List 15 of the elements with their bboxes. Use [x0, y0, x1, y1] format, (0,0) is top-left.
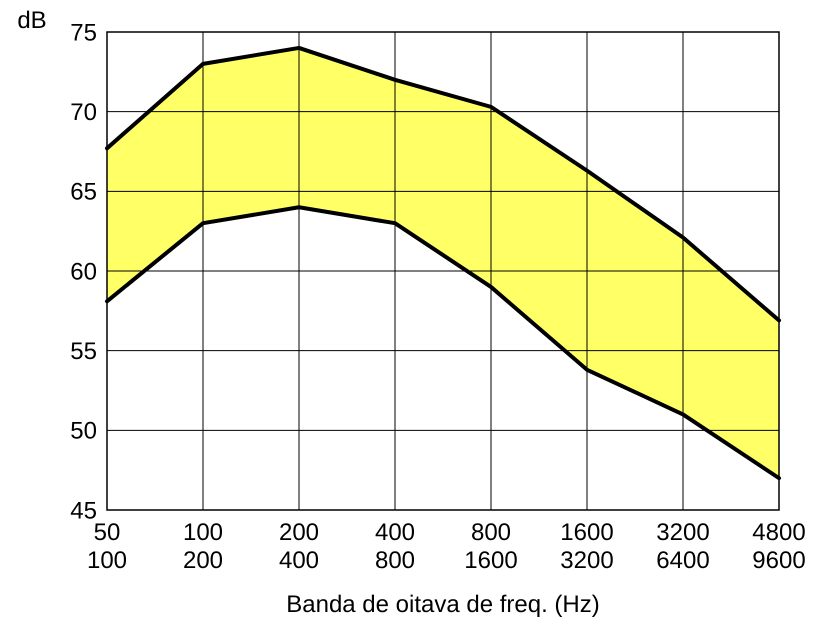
y-tick-label: 70 — [70, 99, 97, 126]
x-tick-label: 200 400 — [278, 519, 320, 574]
x-axis-title: Banda de oitava de freq. (Hz) — [286, 591, 600, 618]
y-tick-label: 65 — [70, 178, 97, 206]
x-tick-label: 4800 9600 — [752, 519, 806, 574]
y-tick-label: 60 — [70, 258, 97, 286]
x-tick-label: 100 200 — [182, 519, 224, 574]
x-tick-label: 800 1600 — [464, 519, 518, 574]
x-tick-label: 1600 3200 — [560, 519, 614, 574]
y-axis-title: dB — [17, 7, 47, 34]
y-tick-label: 50 — [70, 418, 97, 445]
y-tick-label: 75 — [70, 19, 97, 46]
x-tick-label: 3200 6400 — [656, 519, 710, 574]
x-tick-label: 400 800 — [374, 519, 416, 574]
y-tick-label: 55 — [70, 338, 97, 366]
